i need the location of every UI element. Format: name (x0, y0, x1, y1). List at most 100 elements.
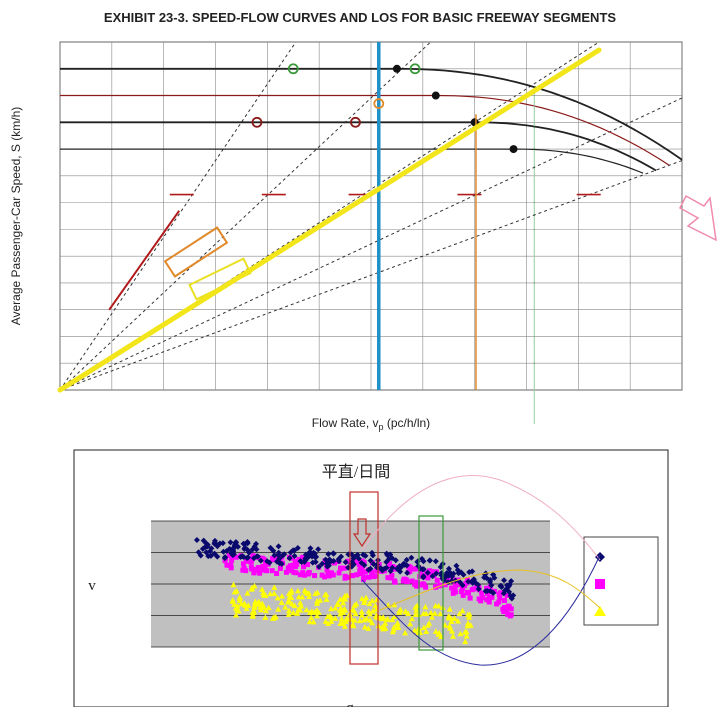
data-point-outer (230, 581, 237, 588)
data-point-middle (243, 568, 249, 574)
data-point-middle (233, 554, 239, 560)
data-point-outer (248, 586, 255, 592)
legend-marker-triangle (594, 606, 606, 616)
data-point-inner (211, 539, 218, 546)
data-point-outer (349, 621, 356, 627)
data-point-outer (297, 599, 304, 606)
data-point-middle (290, 562, 296, 568)
data-point-outer (311, 609, 318, 615)
data-point-outer (446, 606, 453, 612)
data-point-middle (270, 556, 276, 562)
speed-flow-curve (60, 148, 644, 174)
data-point-inner (245, 554, 252, 561)
data-point-outer (328, 605, 335, 612)
red-highlight-segment (108, 210, 181, 311)
data-point-outer (351, 607, 358, 614)
yellow-trend-line (57, 47, 602, 393)
data-point-inner (429, 573, 436, 580)
data-point-middle (240, 561, 246, 567)
data-point-outer (437, 610, 444, 617)
data-point-outer (334, 600, 341, 606)
data-point-inner (491, 574, 498, 581)
data-point-outer (395, 624, 402, 630)
data-point-outer (420, 610, 427, 617)
data-point-inner (475, 585, 482, 592)
data-point-middle (262, 566, 268, 572)
data-point-outer (457, 630, 464, 637)
data-point-inner (470, 576, 477, 583)
data-point-middle (252, 566, 258, 572)
data-point-outer (314, 589, 321, 595)
data-point-middle (369, 572, 375, 578)
data-point-inner (330, 550, 337, 557)
data-point-outer (294, 587, 301, 594)
data-point-inner (424, 569, 431, 576)
speed-flow-curve (60, 67, 683, 161)
data-point-outer (262, 614, 269, 620)
data-point-inner (250, 555, 257, 562)
data-point-inner (367, 557, 374, 564)
data-point-middle (459, 589, 465, 595)
data-point-inner (204, 543, 211, 550)
data-point-middle (502, 605, 508, 611)
data-point-inner (342, 559, 349, 566)
data-point-outer (267, 590, 274, 597)
scatter-points (193, 536, 517, 645)
data-point-outer (429, 614, 436, 620)
data-point-inner (319, 560, 326, 567)
data-point-middle (469, 587, 475, 593)
data-point-middle (479, 590, 485, 596)
data-point-inner (361, 562, 368, 569)
data-point-middle (414, 583, 420, 589)
orange-box (163, 226, 229, 278)
data-point-inner (432, 558, 439, 565)
data-point-outer (303, 606, 310, 613)
data-point-outer (367, 617, 374, 623)
data-point-inner (460, 571, 467, 578)
data-point-outer (324, 613, 331, 620)
data-point-middle (387, 561, 393, 567)
data-point-inner (326, 556, 333, 563)
data-point-inner (490, 589, 497, 596)
scatter-chart: 平直/日間 v q (73, 449, 669, 707)
data-point-middle (349, 572, 355, 578)
speed-flow-chart: EXHIBIT 23-3. SPEED-FLOW CURVES AND LOS … (9, 10, 683, 432)
data-point-outer (285, 599, 292, 605)
data-point-outer (449, 628, 456, 634)
data-point-middle (389, 572, 395, 578)
data-point-middle (407, 564, 413, 570)
data-point-outer (341, 623, 348, 629)
density-line (59, 41, 600, 391)
data-point-inner (297, 558, 304, 565)
data-point-middle (292, 558, 298, 564)
data-point-inner (415, 562, 422, 569)
data-point-middle (450, 590, 456, 596)
data-point-outer (464, 622, 471, 629)
data-point-middle (465, 590, 471, 596)
data-point-outer (261, 604, 268, 610)
data-point-middle (277, 565, 283, 571)
data-point-middle (294, 561, 300, 567)
data-point-outer (356, 617, 363, 624)
data-point-middle (259, 567, 265, 573)
data-point-outer (358, 595, 365, 602)
data-point-outer (291, 602, 298, 609)
data-point-outer (366, 600, 373, 607)
data-point-outer (369, 608, 376, 614)
data-point-middle (342, 565, 348, 571)
data-point-outer (340, 599, 347, 606)
data-point-outer (337, 620, 344, 626)
data-point-outer (353, 600, 360, 607)
data-point-inner (403, 556, 410, 563)
data-point-outer (310, 618, 317, 625)
data-point-outer (259, 586, 266, 592)
data-point-middle (289, 568, 295, 574)
data-point-middle (501, 598, 507, 604)
data-point-inner (275, 551, 282, 558)
data-point-outer (432, 602, 439, 609)
data-point-inner (497, 582, 504, 589)
data-point-middle (374, 568, 380, 574)
data-point-inner (510, 592, 517, 599)
data-point-inner (294, 544, 301, 551)
